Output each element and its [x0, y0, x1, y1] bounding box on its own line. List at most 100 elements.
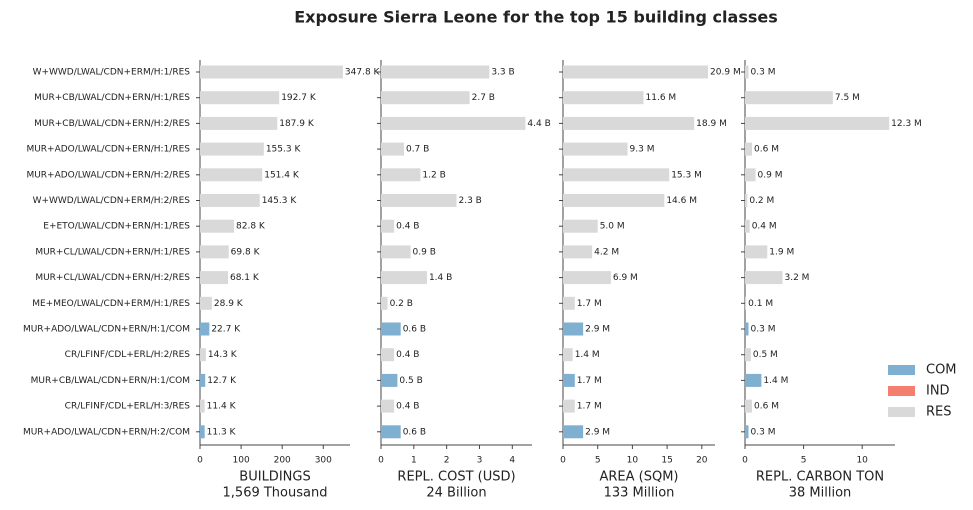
bar [745, 296, 747, 310]
bar [200, 142, 264, 156]
bar [745, 168, 756, 182]
category-label: MUR+CB/LWAL/CDN+ERN/H:2/RES [34, 119, 190, 129]
value-label: 15.3 M [671, 170, 702, 180]
category-label: MUR+ADO/LWAL/CDN+ERN/H:1/RES [26, 145, 190, 155]
value-label: 68.1 K [230, 273, 260, 283]
bar [200, 271, 228, 285]
category-label: ME+MEO/LWAL/CDN+ERM/H:1/RES [32, 299, 190, 309]
bar [563, 296, 575, 310]
bar [563, 399, 575, 413]
x-tick-label: 10 [856, 456, 868, 466]
value-label: 6.9 M [613, 273, 638, 283]
value-label: 1.7 M [577, 376, 602, 386]
value-label: 145.3 K [262, 196, 298, 206]
x-tick-label: 300 [315, 456, 332, 466]
chart-title: Exposure Sierra Leone for the top 15 bui… [294, 8, 778, 27]
x-tick-label: 20 [696, 456, 708, 466]
bar [200, 296, 212, 310]
bar [381, 271, 427, 285]
bar [381, 425, 401, 439]
bar [381, 91, 470, 105]
value-label: 20.9 M [710, 68, 741, 78]
bar [745, 425, 749, 439]
bar [563, 142, 628, 156]
x-axis-subtitle: 24 Billion [426, 486, 486, 501]
bar [745, 219, 750, 233]
value-label: 151.4 K [264, 170, 300, 180]
x-tick-label: 0 [378, 456, 384, 466]
value-label: 1.7 M [577, 299, 602, 309]
x-axis-subtitle: 1,569 Thousand [223, 486, 328, 501]
value-label: 11.6 M [646, 93, 677, 103]
x-tick-label: 2 [444, 456, 450, 466]
bar [200, 245, 229, 259]
value-label: 14.3 K [208, 350, 238, 360]
value-label: 69.8 K [231, 247, 261, 257]
value-label: 7.5 M [835, 93, 860, 103]
value-label: 347.8 K [345, 68, 381, 78]
bar [381, 142, 404, 156]
value-label: 4.2 M [594, 247, 619, 257]
bar [381, 296, 388, 310]
bar [200, 65, 343, 79]
bar [745, 91, 833, 105]
bar [563, 91, 644, 105]
value-label: 0.2 B [390, 299, 413, 309]
value-label: 3.3 B [491, 68, 514, 78]
x-tick-label: 200 [274, 456, 291, 466]
x-tick-label: 4 [509, 456, 515, 466]
bar [563, 348, 573, 362]
value-label: 0.3 M [751, 325, 776, 335]
bar [745, 322, 749, 336]
value-label: 1.4 B [429, 273, 452, 283]
legend-swatch [888, 365, 915, 375]
legend-swatch [888, 386, 915, 396]
value-label: 0.9 B [413, 247, 436, 257]
bar [381, 245, 411, 259]
x-tick-label: 1 [411, 456, 417, 466]
bar [563, 168, 670, 182]
bar [381, 399, 395, 413]
bar [745, 194, 748, 207]
bar [563, 219, 598, 233]
value-label: 0.6 B [403, 325, 426, 335]
value-label: 0.3 M [751, 68, 776, 78]
bar [563, 194, 665, 207]
category-label: MUR+CB/LWAL/CDN+ERN/H:1/RES [34, 93, 190, 103]
value-label: 0.7 B [406, 145, 429, 155]
x-axis-label: BUILDINGS [239, 470, 310, 485]
category-label: MUR+CL/LWAL/CDN+ERN/H:1/RES [35, 247, 190, 257]
value-label: 11.3 K [207, 427, 237, 437]
value-label: 1.4 M [575, 350, 600, 360]
bar [563, 373, 575, 387]
category-label: MUR+CL/LWAL/CDN+ERN/H:2/RES [35, 273, 190, 283]
value-label: 1.2 B [422, 170, 445, 180]
bar [745, 142, 753, 156]
bar [381, 168, 421, 182]
category-label: CR/LFINF/CDL+ERL/H:2/RES [65, 350, 191, 360]
x-axis-label: AREA (SQM) [599, 470, 678, 485]
category-label: E+ETO/LWAL/CDN+ERN/H:1/RES [43, 222, 190, 232]
legend-label: IND [926, 384, 950, 399]
x-tick-label: 0 [197, 456, 203, 466]
value-label: 18.9 M [696, 119, 727, 129]
x-tick-label: 15 [661, 456, 672, 466]
bar [200, 399, 205, 413]
x-tick-label: 5 [801, 456, 807, 466]
bar [200, 425, 205, 439]
value-label: 5.0 M [600, 222, 625, 232]
value-label: 2.9 M [585, 325, 610, 335]
x-axis-subtitle: 38 Million [789, 486, 852, 501]
category-label: W+WWD/LWAL/CDN+ERM/H:1/RES [33, 68, 191, 78]
bar [563, 271, 611, 285]
value-label: 187.9 K [279, 119, 315, 129]
value-label: 0.2 M [749, 196, 774, 206]
value-label: 0.6 B [403, 427, 426, 437]
bar [745, 245, 768, 259]
category-label: MUR+ADO/LWAL/CDN+ERN/H:1/COM [23, 325, 190, 335]
value-label: 0.6 M [754, 402, 779, 412]
category-label: MUR+ADO/LWAL/CDN+ERN/H:2/COM [23, 427, 190, 437]
value-label: 9.3 M [630, 145, 655, 155]
value-label: 0.6 M [754, 145, 779, 155]
